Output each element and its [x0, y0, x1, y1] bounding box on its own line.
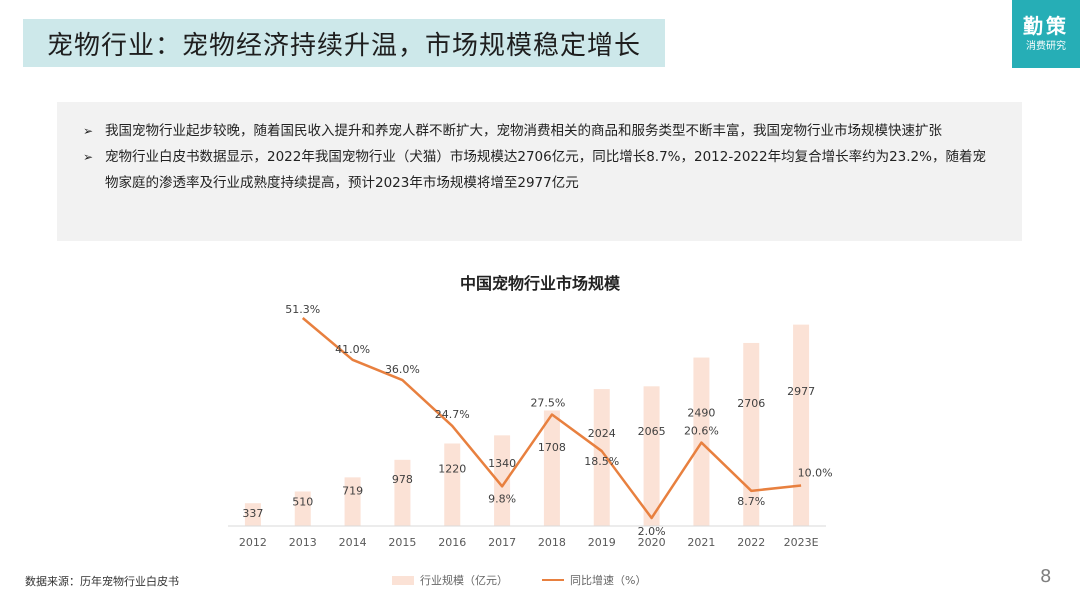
bar-value-label-2019: 2024: [588, 427, 616, 440]
bar-value-label-2012: 337: [242, 507, 263, 520]
bar-value-label-2013: 510: [292, 496, 313, 509]
logo-sub-text: 消费研究: [1026, 41, 1066, 52]
legend-line-swatch: [542, 579, 564, 581]
logo-main-text: 勤策: [1023, 14, 1069, 38]
legend-line-label: 同比增速（%）: [570, 574, 647, 587]
bar-2023E: [793, 324, 810, 526]
x-tick-label-2014: 2014: [339, 536, 367, 549]
bar-2016: [444, 443, 461, 526]
bar-2018: [543, 410, 560, 526]
bar-2012: [244, 503, 261, 526]
bar-2014: [344, 477, 361, 526]
bar-2022: [743, 342, 760, 526]
line-value-label-2021: 20.6%: [684, 425, 719, 438]
line-value-label-2019: 18.5%: [584, 455, 619, 468]
page-number: 8: [1040, 566, 1052, 587]
summary-bullet-1: ➢ 我国宠物行业起步较晚，随着国民收入提升和养宠人群不断扩大，宠物消费相关的商品…: [83, 118, 998, 144]
x-tick-label-2019: 2019: [588, 536, 616, 549]
x-tick-label-2023E: 2023E: [784, 536, 819, 549]
bullet-arrow-icon: ➢: [83, 150, 94, 164]
data-source-note: 数据来源：历年宠物行业白皮书: [25, 575, 179, 588]
growth-rate-line: [301, 317, 802, 520]
x-tick-label-2022: 2022: [737, 536, 765, 549]
chart-title: 中国宠物行业市场规模: [459, 274, 620, 293]
bar-value-label-2021: 2490: [687, 407, 715, 420]
line-value-label-2016: 24.7%: [435, 408, 470, 421]
summary-box: ➢ 我国宠物行业起步较晚，随着国民收入提升和养宠人群不断扩大，宠物消费相关的商品…: [57, 102, 1022, 241]
bar-value-label-2023E: 2977: [787, 385, 815, 398]
bar-value-label-2017: 1340: [488, 457, 516, 470]
bar-value-label-2016: 1220: [438, 462, 466, 475]
bar-value-label-2018: 1708: [538, 441, 566, 454]
bar-value-label-2015: 978: [392, 473, 413, 486]
bar-value-label-2022: 2706: [737, 397, 765, 410]
page-title: 宠物行业：宠物经济持续升温，市场规模稳定增长: [47, 30, 642, 61]
bar-value-label-2014: 719: [342, 484, 363, 497]
line-value-label-2015: 36.0%: [385, 363, 420, 376]
x-tick-label-2012: 2012: [239, 536, 267, 549]
legend-bar-swatch: [392, 575, 414, 585]
bar-2017: [494, 435, 511, 526]
legend-bar-label: 行业规模（亿元）: [420, 574, 508, 587]
line-value-label-2017: 9.8%: [488, 492, 516, 505]
bar-2019: [593, 389, 610, 526]
line-value-label-2018: 27.5%: [530, 397, 565, 410]
brand-logo: 勤策 消费研究: [1012, 0, 1080, 68]
line-value-label-2013: 51.3%: [285, 303, 320, 316]
line-value-label-2020: 2.0%: [638, 525, 666, 538]
summary-bullet-2: ➢ 宠物行业白皮书数据显示，2022年我国宠物行业（犬猫）市场规模达2706亿元…: [83, 144, 998, 196]
bar-value-label-2020: 2065: [638, 425, 666, 438]
bar-2013: [294, 491, 311, 526]
title-banner: 宠物行业：宠物经济持续升温，市场规模稳定增长: [23, 19, 665, 67]
x-tick-label-2018: 2018: [538, 536, 566, 549]
summary-bullet-text: 我国宠物行业起步较晚，随着国民收入提升和养宠人群不断扩大，宠物消费相关的商品和服…: [105, 123, 942, 139]
x-tick-label-2016: 2016: [438, 536, 466, 549]
line-value-label-2014: 41.0%: [335, 343, 370, 356]
x-tick-label-2020: 2020: [638, 536, 666, 549]
bar-2020: [643, 386, 660, 526]
summary-bullet-text: 宠物行业白皮书数据显示，2022年我国宠物行业（犬猫）市场规模达2706亿元，同…: [105, 149, 986, 191]
line-value-label-2023E: 10.0%: [798, 467, 833, 480]
x-tick-label-2013: 2013: [289, 536, 317, 549]
line-value-label-2022: 8.7%: [737, 495, 765, 508]
chart-legend: 行业规模（亿元） 同比增速（%）: [392, 570, 646, 590]
x-tick-label-2015: 2015: [388, 536, 416, 549]
bar-2015: [394, 459, 411, 526]
x-tick-label-2021: 2021: [687, 536, 715, 549]
x-tick-label-2017: 2017: [488, 536, 516, 549]
bullet-arrow-icon: ➢: [83, 124, 94, 138]
